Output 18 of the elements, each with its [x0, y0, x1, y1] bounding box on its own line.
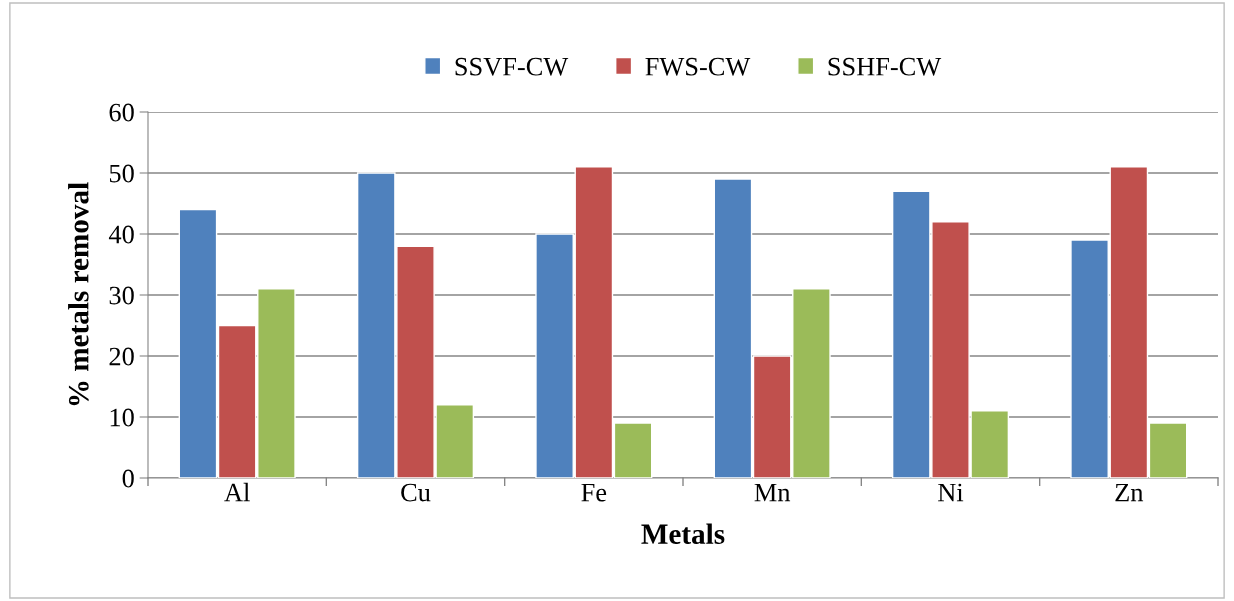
y-tick-label: 0 — [122, 469, 134, 488]
legend-label: SSHF-CW — [828, 57, 942, 76]
legend-label: FWS-CW — [645, 57, 751, 76]
y-tick-label: 40 — [108, 225, 134, 244]
x-axis-title: Metals — [641, 523, 725, 544]
x-tick-label: Mn — [754, 483, 791, 502]
x-tick-label: Ni — [938, 483, 964, 502]
y-tick-label: 20 — [109, 347, 134, 366]
y-tick-label: 10 — [110, 408, 134, 427]
y-axis-title: % metals removal — [68, 182, 89, 406]
legend-label: SSVF-CW — [455, 57, 569, 76]
x-tick-label: Cu — [401, 483, 431, 502]
x-tick-label: Al — [224, 482, 250, 502]
x-tick-label: Zn — [1115, 483, 1144, 502]
y-tick-label: 50 — [109, 164, 134, 183]
y-tick-label: 60 — [109, 103, 134, 122]
x-tick-label: Fe — [581, 483, 607, 502]
y-tick-label: 30 — [109, 286, 134, 305]
